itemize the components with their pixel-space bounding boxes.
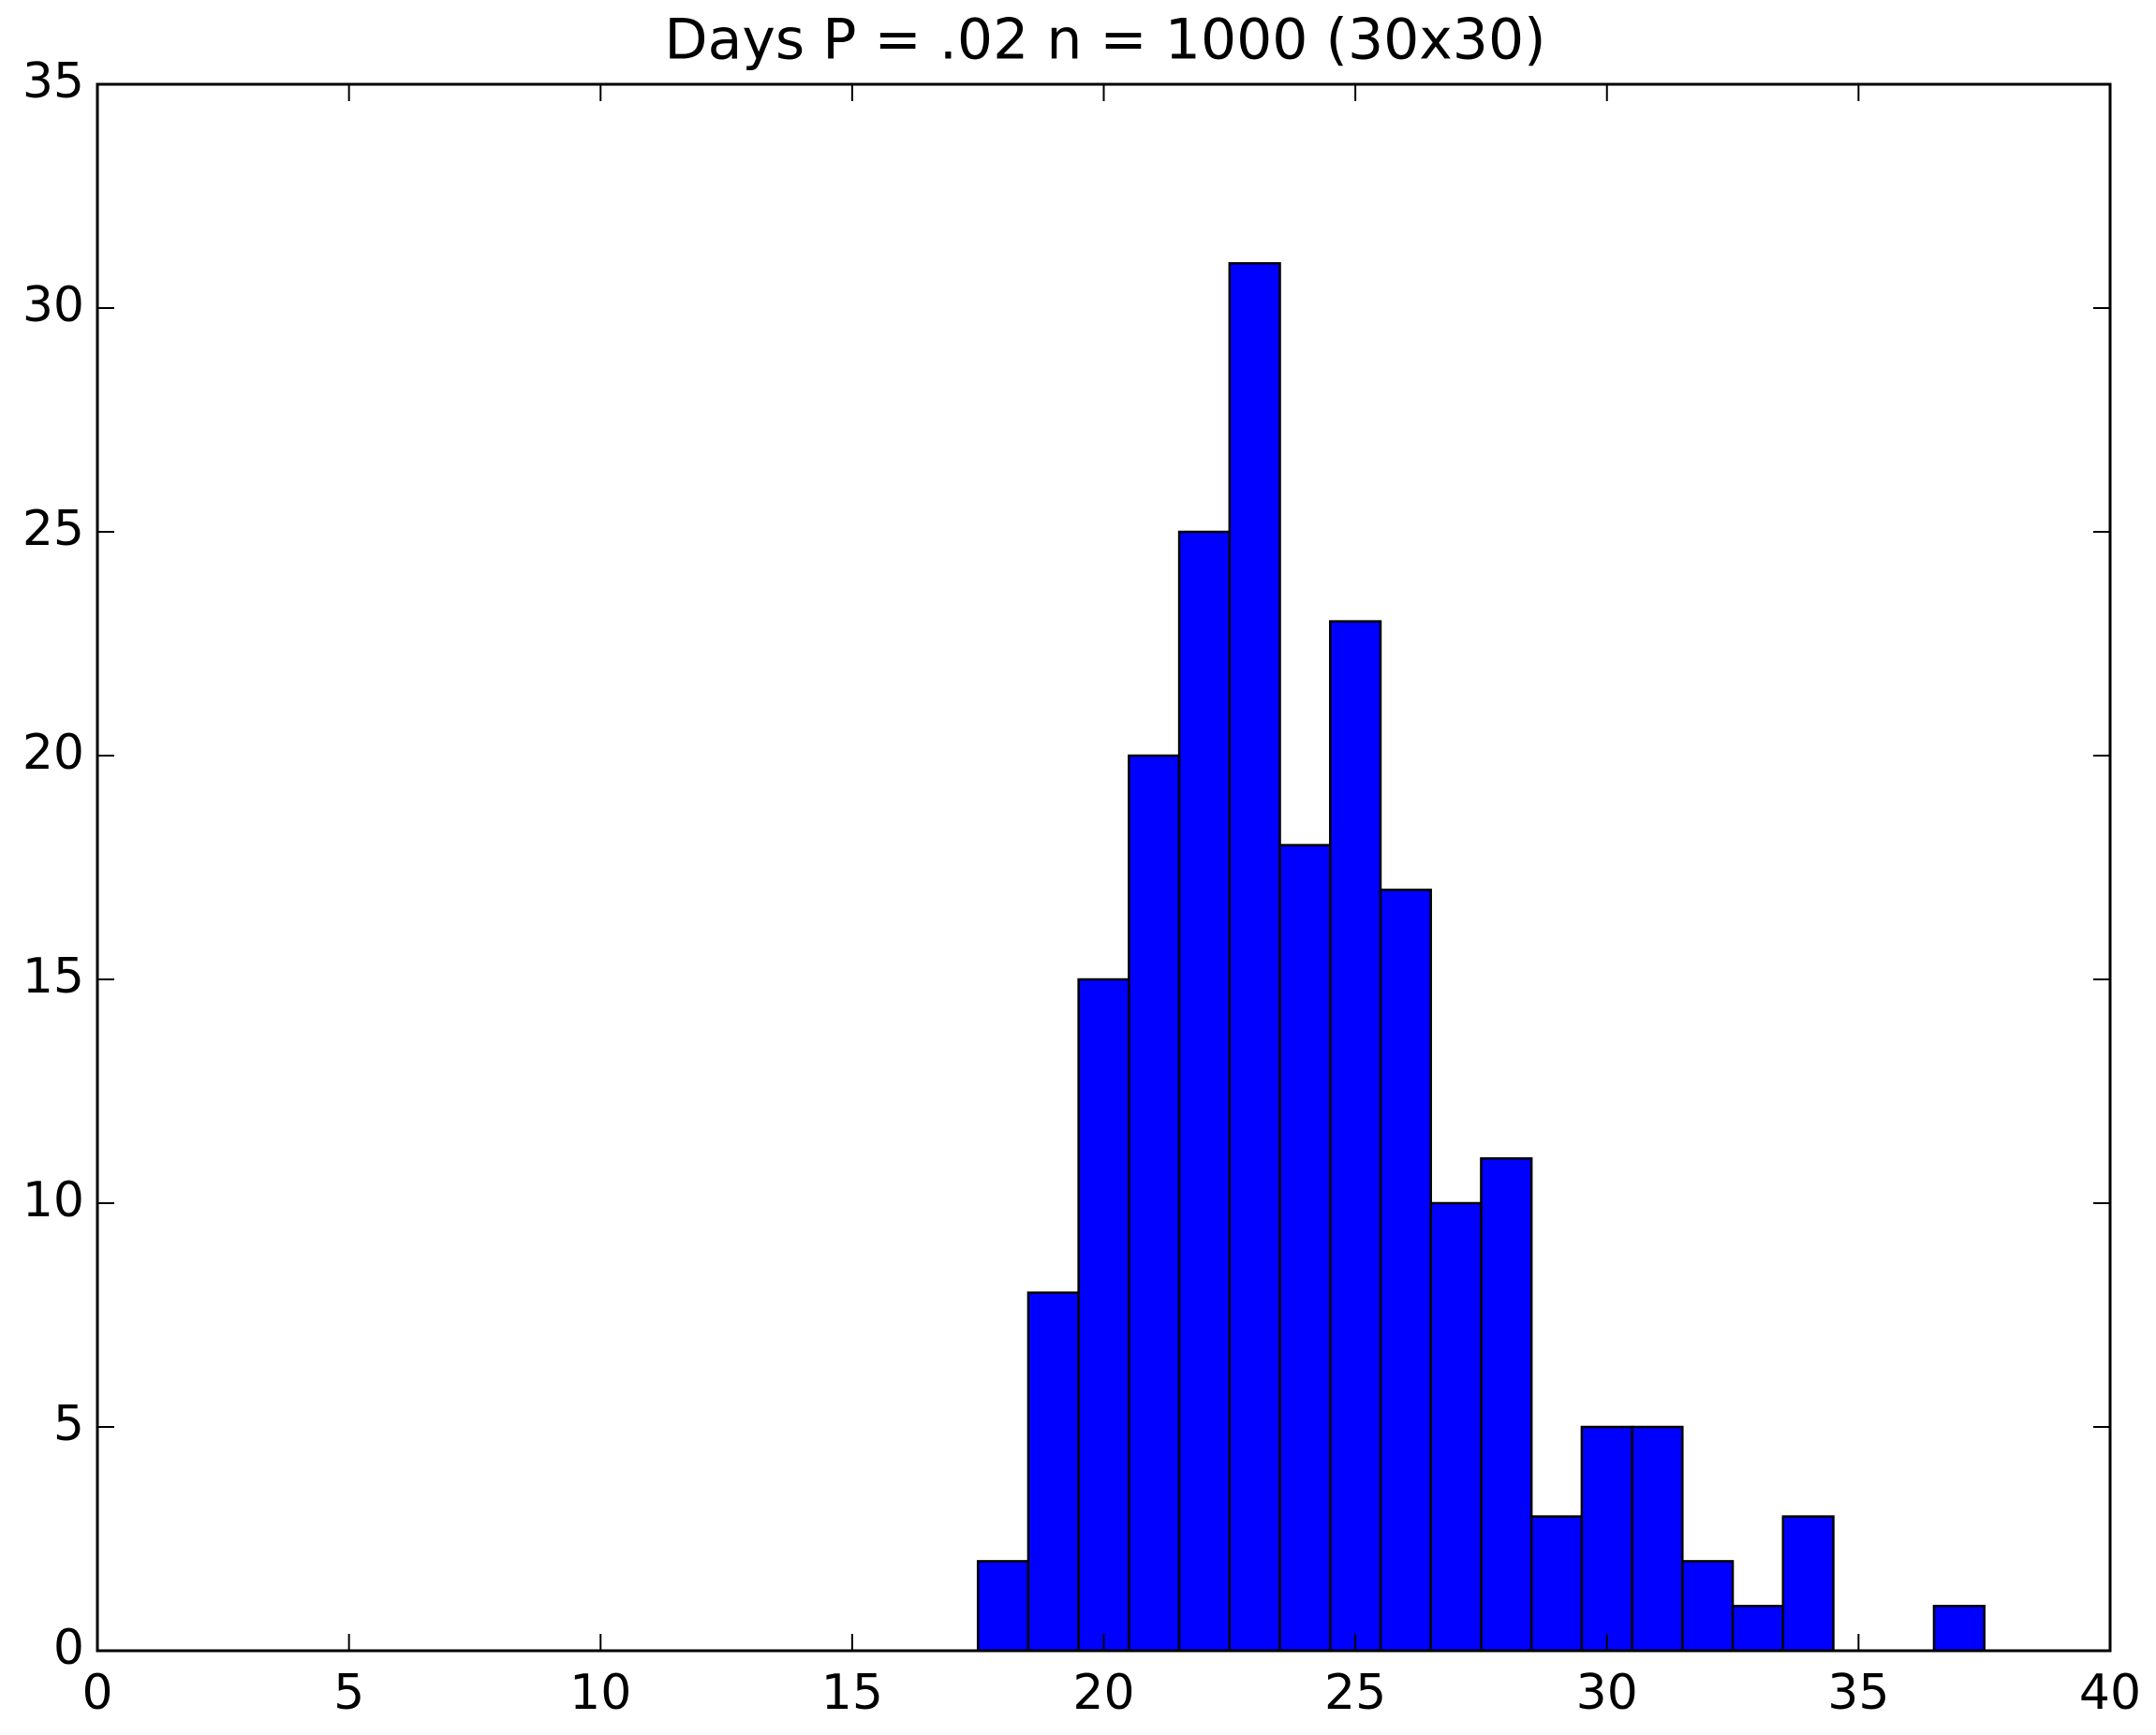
- bar: [1781, 1515, 1835, 1653]
- bar: [1228, 261, 1281, 1653]
- y-tick-label: 0: [53, 1620, 84, 1676]
- bar: [1329, 620, 1382, 1653]
- bar: [1631, 1425, 1684, 1653]
- y-tick-label: 30: [22, 277, 84, 333]
- bar: [1529, 1515, 1584, 1653]
- bar: [1681, 1560, 1735, 1653]
- y-tick-label: 35: [22, 53, 84, 110]
- y-tick-label: 10: [22, 1172, 84, 1228]
- bar: [1429, 1201, 1483, 1653]
- bar: [1480, 1156, 1533, 1653]
- x-tick-label: 40: [2079, 1665, 2141, 1721]
- bar: [1932, 1604, 1986, 1653]
- chart-title: Days P = .02 n = 1000 (30x30): [664, 7, 1545, 73]
- y-tick-label: 15: [22, 948, 84, 1005]
- x-tick-label: 10: [569, 1665, 631, 1721]
- x-tick-label: 15: [821, 1665, 883, 1721]
- y-tick-label: 25: [22, 501, 84, 557]
- plot-frame: [96, 82, 2112, 1653]
- x-tick-label: 30: [1576, 1665, 1638, 1721]
- x-tick-label: 25: [1324, 1665, 1386, 1721]
- y-tick-label: 5: [53, 1396, 84, 1452]
- x-tick-label: 5: [333, 1665, 364, 1721]
- bar: [976, 1560, 1030, 1653]
- bar: [1026, 1291, 1080, 1653]
- bar: [1580, 1425, 1633, 1653]
- bar: [1379, 889, 1432, 1653]
- bar: [1077, 978, 1130, 1653]
- x-tick-label: 0: [81, 1665, 112, 1721]
- bar: [1177, 530, 1232, 1653]
- y-tick-label: 20: [22, 725, 84, 781]
- x-tick-label: 35: [1827, 1665, 1889, 1721]
- bar: [1278, 844, 1332, 1653]
- x-tick-label: 20: [1072, 1665, 1134, 1721]
- bar: [1128, 754, 1181, 1653]
- bar: [1731, 1604, 1785, 1653]
